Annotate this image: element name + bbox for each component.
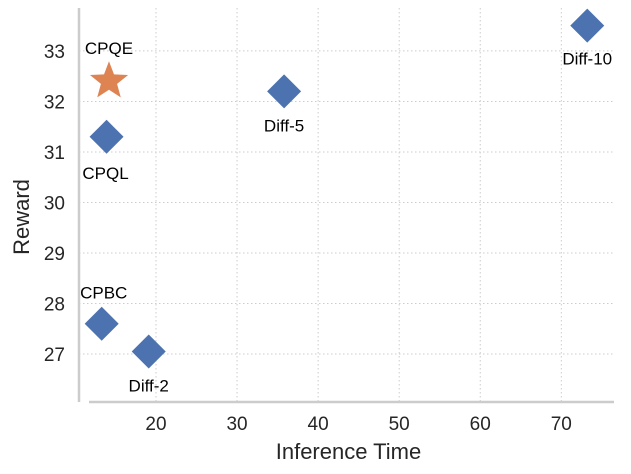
x-tick-label: 60 — [470, 414, 491, 435]
x-tick-label: 40 — [308, 414, 329, 435]
y-tick-label: 28 — [44, 295, 65, 316]
y-tick-label: 31 — [44, 143, 65, 164]
y-tick-label: 33 — [44, 42, 65, 63]
y-tick-label: 29 — [44, 244, 65, 265]
x-tick-label: 50 — [389, 414, 410, 435]
label-cpql: CPQL — [82, 164, 128, 183]
y-axis-label: Reward — [9, 179, 34, 255]
point-cpbc — [84, 306, 119, 341]
y-tick-labels: 27 28 29 30 31 32 33 — [44, 42, 65, 366]
label-diff-10: Diff-10 — [562, 50, 612, 69]
point-cpql — [89, 119, 124, 154]
point-cpqe — [89, 61, 129, 98]
point-diff-10 — [570, 8, 605, 43]
x-tick-labels: 20 30 40 50 60 70 — [145, 414, 571, 435]
x-tick-label: 30 — [226, 414, 247, 435]
point-labels: CPQE CPQL Diff-5 Diff-10 CPBC Diff-2 — [80, 39, 612, 395]
label-diff-5: Diff-5 — [264, 116, 304, 135]
label-diff-2: Diff-2 — [129, 376, 169, 395]
x-tick-label: 70 — [551, 414, 572, 435]
y-tick-label: 27 — [44, 345, 65, 366]
x-axis-label: Inference Time — [276, 439, 422, 464]
label-cpqe: CPQE — [85, 39, 133, 58]
grid-lines — [79, 8, 614, 402]
point-diff-5 — [267, 74, 302, 109]
data-points — [84, 8, 605, 369]
x-tick-label: 20 — [145, 414, 166, 435]
y-tick-label: 32 — [44, 92, 65, 113]
label-cpbc: CPBC — [80, 284, 127, 303]
point-diff-2 — [131, 334, 166, 369]
y-tick-label: 30 — [44, 193, 65, 214]
